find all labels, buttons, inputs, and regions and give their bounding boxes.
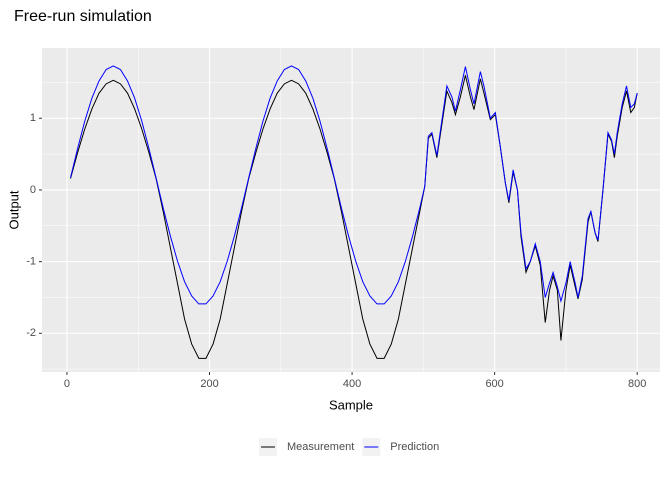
x-tick-label: 400 [343,378,361,390]
legend-label: Prediction [390,441,439,453]
y-tick-label: 1 [30,112,36,124]
legend-label: Measurement [287,441,354,453]
y-tick-label: 0 [30,184,36,196]
y-tick-label: -1 [26,256,36,268]
chart-title: Free-run simulation [14,8,152,25]
x-tick-label: 0 [64,378,70,390]
y-axis-label: Output [6,190,21,229]
plot-panel [42,48,660,372]
x-axis-label: Sample [329,397,373,412]
series-line [70,65,638,305]
x-tick-label: 200 [200,378,218,390]
x-tick-label: 600 [485,378,503,390]
x-tick-label: 800 [628,378,646,390]
y-tick-label: -2 [26,327,36,339]
